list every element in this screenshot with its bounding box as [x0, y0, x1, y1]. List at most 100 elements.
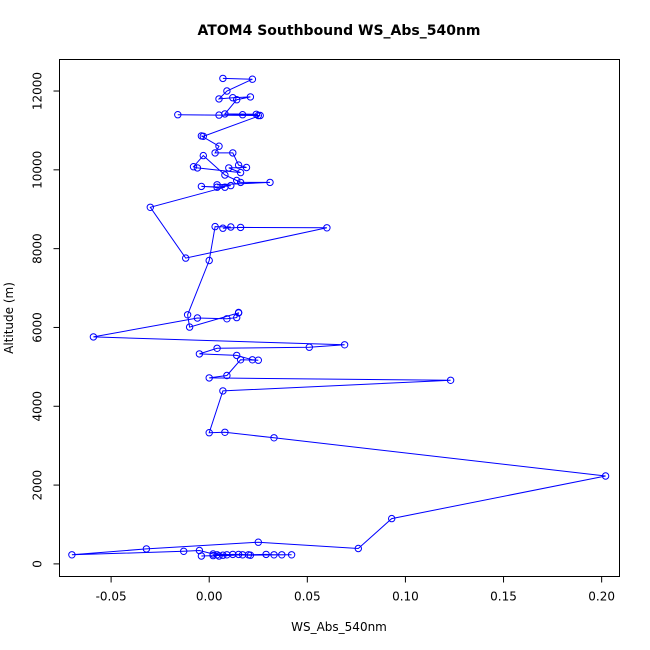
- data-point: [211, 222, 219, 231]
- data-point: [197, 552, 206, 560]
- series-line: [71, 77, 606, 557]
- data-point: [233, 96, 241, 104]
- data-point: [223, 87, 231, 95]
- data-point: [340, 341, 349, 349]
- data-point: [213, 181, 221, 189]
- data-point: [270, 434, 278, 442]
- data-point: [195, 350, 204, 358]
- data-point: [146, 203, 155, 212]
- x-tick-label: 0.00: [196, 590, 223, 604]
- data-point: [254, 538, 262, 546]
- data-point: [223, 371, 231, 380]
- y-tick-label: 4000: [31, 391, 45, 422]
- data-point: [219, 551, 227, 559]
- data-point: [234, 161, 243, 169]
- data-point: [229, 149, 237, 157]
- y-tick-label: 8000: [31, 233, 45, 264]
- data-point: [215, 95, 223, 103]
- data-point: [205, 374, 213, 382]
- data-point: [189, 163, 198, 171]
- data-point: [223, 315, 231, 323]
- data-point: [233, 351, 241, 360]
- data-point: [354, 544, 362, 553]
- data-point: [221, 171, 229, 179]
- y-axis: 0 2000 4000 6000 8000 10000 12000: [31, 72, 60, 568]
- data-point: [236, 356, 245, 364]
- y-tick-label: 6000: [31, 312, 45, 343]
- y-axis-label: Altitude (m): [2, 282, 16, 354]
- data-point: [262, 550, 270, 559]
- data-point: [213, 344, 221, 352]
- data-point: [238, 551, 247, 559]
- data-point: [180, 547, 188, 555]
- y-tick-label: 12000: [31, 72, 45, 110]
- x-tick-label: 0.20: [588, 590, 615, 604]
- data-point: [266, 178, 274, 187]
- data-point: [234, 308, 243, 317]
- data-point: [252, 110, 260, 119]
- data-point: [199, 151, 208, 160]
- data-point: [242, 163, 251, 172]
- chart-title: ATOM4 Southbound WS_Abs_540nm: [197, 23, 480, 39]
- data-point: [227, 223, 235, 231]
- data-point: [248, 75, 257, 83]
- data-point: [215, 111, 223, 119]
- data-point: [185, 323, 194, 331]
- y-tick-label: 10000: [31, 151, 45, 189]
- data-point: [223, 551, 231, 559]
- data-point: [601, 472, 610, 480]
- data-point: [446, 376, 455, 384]
- data-point: [256, 111, 264, 120]
- data-point: [244, 551, 253, 559]
- data-point: [236, 223, 245, 232]
- y-tick-label: 2000: [31, 470, 45, 501]
- data-point: [234, 550, 243, 559]
- data-point: [270, 551, 278, 559]
- data-point: [219, 224, 227, 232]
- data-point: [183, 311, 192, 319]
- data-point: [205, 429, 213, 437]
- data-point: [215, 552, 223, 560]
- data-point: [287, 551, 296, 559]
- data-point: [193, 314, 202, 322]
- x-tick-label: -0.05: [96, 590, 127, 604]
- data-point: [197, 132, 206, 140]
- data-point: [213, 183, 221, 191]
- plot-frame: [59, 59, 620, 577]
- data-point: [221, 428, 229, 436]
- data-point: [68, 551, 76, 559]
- data-point: [233, 313, 241, 322]
- x-tick-label: 0.10: [392, 590, 419, 604]
- data-point: [205, 256, 213, 265]
- data-point: [238, 111, 247, 119]
- data-point: [215, 142, 223, 150]
- data-point: [221, 183, 229, 191]
- data-point: [89, 333, 98, 341]
- data-point: [219, 74, 227, 83]
- data-point: [174, 111, 182, 119]
- x-axis-label: WS_Abs_540nm: [291, 620, 387, 634]
- data-point: [211, 149, 219, 157]
- data-point: [229, 94, 237, 102]
- data-point: [182, 254, 190, 262]
- data-point: [213, 551, 221, 559]
- y-tick-label: 0: [31, 560, 45, 568]
- data-point: [388, 514, 396, 523]
- data-point: [254, 356, 262, 364]
- data-point: [233, 176, 241, 185]
- data-point: [193, 164, 202, 172]
- data-point: [142, 545, 151, 553]
- data-point: [236, 178, 245, 187]
- data-point: [246, 93, 255, 101]
- x-tick-label: 0.15: [490, 590, 517, 604]
- data-point: [254, 111, 262, 120]
- x-axis: -0.05 0.00 0.05 0.10 0.15 0.20: [96, 576, 615, 604]
- data-point: [219, 387, 227, 395]
- data-point: [278, 551, 286, 559]
- data-point: [197, 182, 206, 191]
- data-point: [236, 168, 245, 177]
- data-point: [323, 224, 331, 232]
- data-point: [225, 164, 233, 172]
- data-point: [305, 343, 313, 351]
